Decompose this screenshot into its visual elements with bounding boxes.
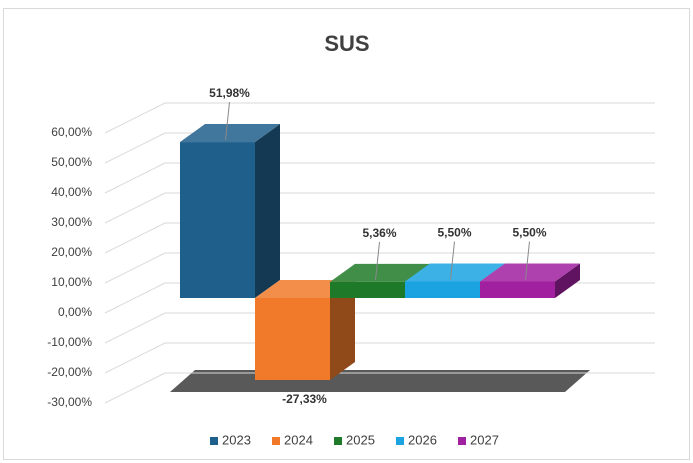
leader-line (375, 241, 380, 280)
legend-label: 2027 (470, 432, 499, 447)
legend-swatch (334, 437, 342, 445)
grid-line (104, 342, 655, 374)
leader-line (225, 102, 230, 141)
legend-label: 2026 (408, 432, 437, 447)
legend-label: 2023 (222, 432, 251, 447)
bar-side (330, 280, 355, 380)
bar (255, 298, 330, 380)
bar-side (255, 124, 280, 298)
y-tick-label: 30,00% (51, 215, 92, 229)
bar (480, 281, 555, 298)
y-tick-label: 50,00% (51, 155, 92, 169)
y-tick-label: -20,00% (47, 365, 92, 379)
data-label: 5,36% (362, 226, 396, 240)
chart-title: SUS (324, 31, 369, 56)
grid-line (104, 252, 655, 284)
grid-line (104, 132, 655, 164)
bar (180, 142, 255, 298)
bar-top (330, 263, 430, 282)
legend-swatch (272, 437, 280, 445)
grid-line (104, 102, 655, 134)
leader-line (525, 241, 530, 280)
grid-line (104, 312, 655, 344)
legend-label: 2025 (346, 432, 375, 447)
grid-line (104, 192, 655, 224)
grid-line (104, 222, 655, 254)
y-tick-label: -30,00% (47, 395, 92, 409)
legend-swatch (458, 437, 466, 445)
y-tick-label: 20,00% (51, 245, 92, 259)
data-label: 5,50% (512, 226, 546, 240)
legend-label: 2024 (284, 432, 313, 447)
legend-swatch (396, 437, 404, 445)
bar (330, 281, 405, 298)
data-label: -27,33% (282, 392, 327, 406)
bar-top (480, 263, 580, 282)
bar (405, 281, 480, 298)
y-tick-label: -10,00% (47, 335, 92, 349)
data-label: 51,98% (209, 86, 250, 100)
y-tick-label: 60,00% (51, 125, 92, 139)
leader-line (450, 241, 455, 280)
grid-line (104, 162, 655, 194)
grid-line (104, 372, 655, 404)
data-label: 5,50% (437, 226, 471, 240)
bar-top (180, 124, 280, 143)
bar-side (555, 263, 580, 298)
bar-top (405, 263, 505, 282)
y-tick-label: 10,00% (51, 275, 92, 289)
legend-swatch (210, 437, 218, 445)
y-tick-label: 40,00% (51, 185, 92, 199)
y-tick-label: 0,00% (58, 305, 92, 319)
